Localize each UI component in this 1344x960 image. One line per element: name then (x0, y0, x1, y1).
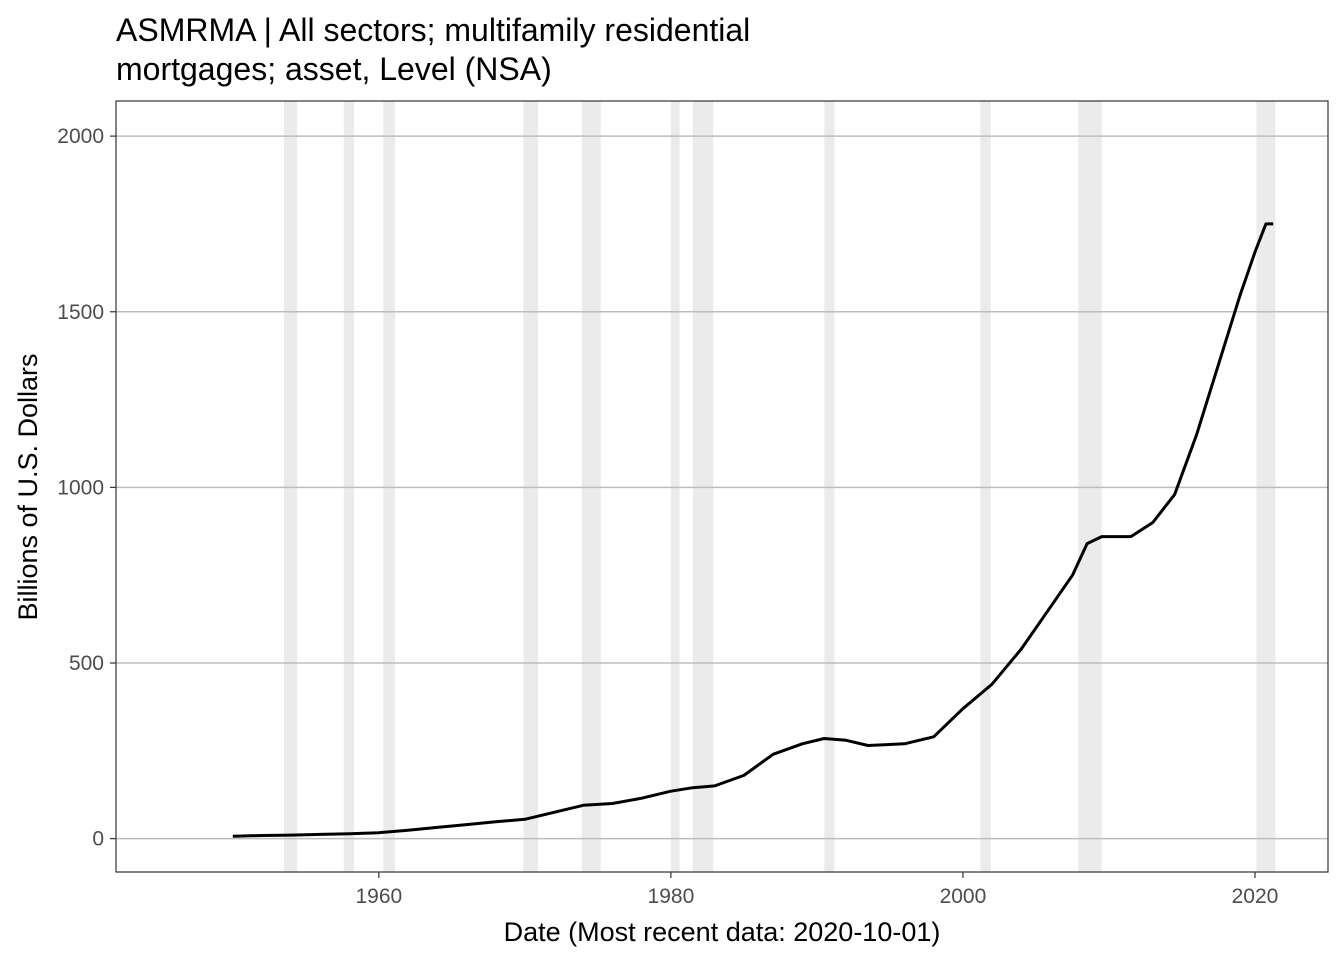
series-layer (232, 222, 1274, 838)
recession-band (343, 101, 355, 872)
recession-band (523, 101, 539, 872)
y-tick-label: 2000 (57, 125, 104, 148)
y-tick-label: 1000 (57, 476, 104, 499)
recession-band (1256, 101, 1276, 872)
y-tick-label: 1500 (57, 301, 104, 324)
y-tick-label: 500 (69, 652, 104, 675)
x-tick-label: 1980 (648, 885, 695, 908)
recession-band (692, 101, 714, 872)
x-tick-label: 1960 (355, 885, 402, 908)
y-axis-title: Billions of U.S. Dollars (13, 353, 43, 620)
plot-panel (115, 100, 1329, 873)
recession-band (824, 101, 835, 872)
chart-title-line-1: ASMRMA | All sectors; multifamily reside… (116, 12, 750, 48)
x-axis-title: Date (Most recent data: 2020-10-01) (504, 917, 941, 947)
x-tick-label: 2000 (940, 885, 987, 908)
y-tick-label: 0 (92, 828, 104, 851)
recession-band (980, 101, 991, 872)
x-axis-ticks: 1960 1980 2000 2020 (355, 872, 1278, 908)
recession-bands (283, 101, 1276, 872)
x-tick-label: 2020 (1232, 885, 1279, 908)
recession-band (581, 101, 601, 872)
chart-title-line-2: mortgages; asset, Level (NSA) (116, 51, 552, 87)
recession-band (1078, 101, 1102, 872)
y-axis-ticks: 0 500 1000 1500 2000 (57, 125, 116, 851)
recession-band (383, 101, 395, 872)
recession-band (670, 101, 680, 872)
series-line (232, 222, 1274, 838)
recession-band (283, 101, 298, 872)
gridlines (116, 135, 1328, 840)
